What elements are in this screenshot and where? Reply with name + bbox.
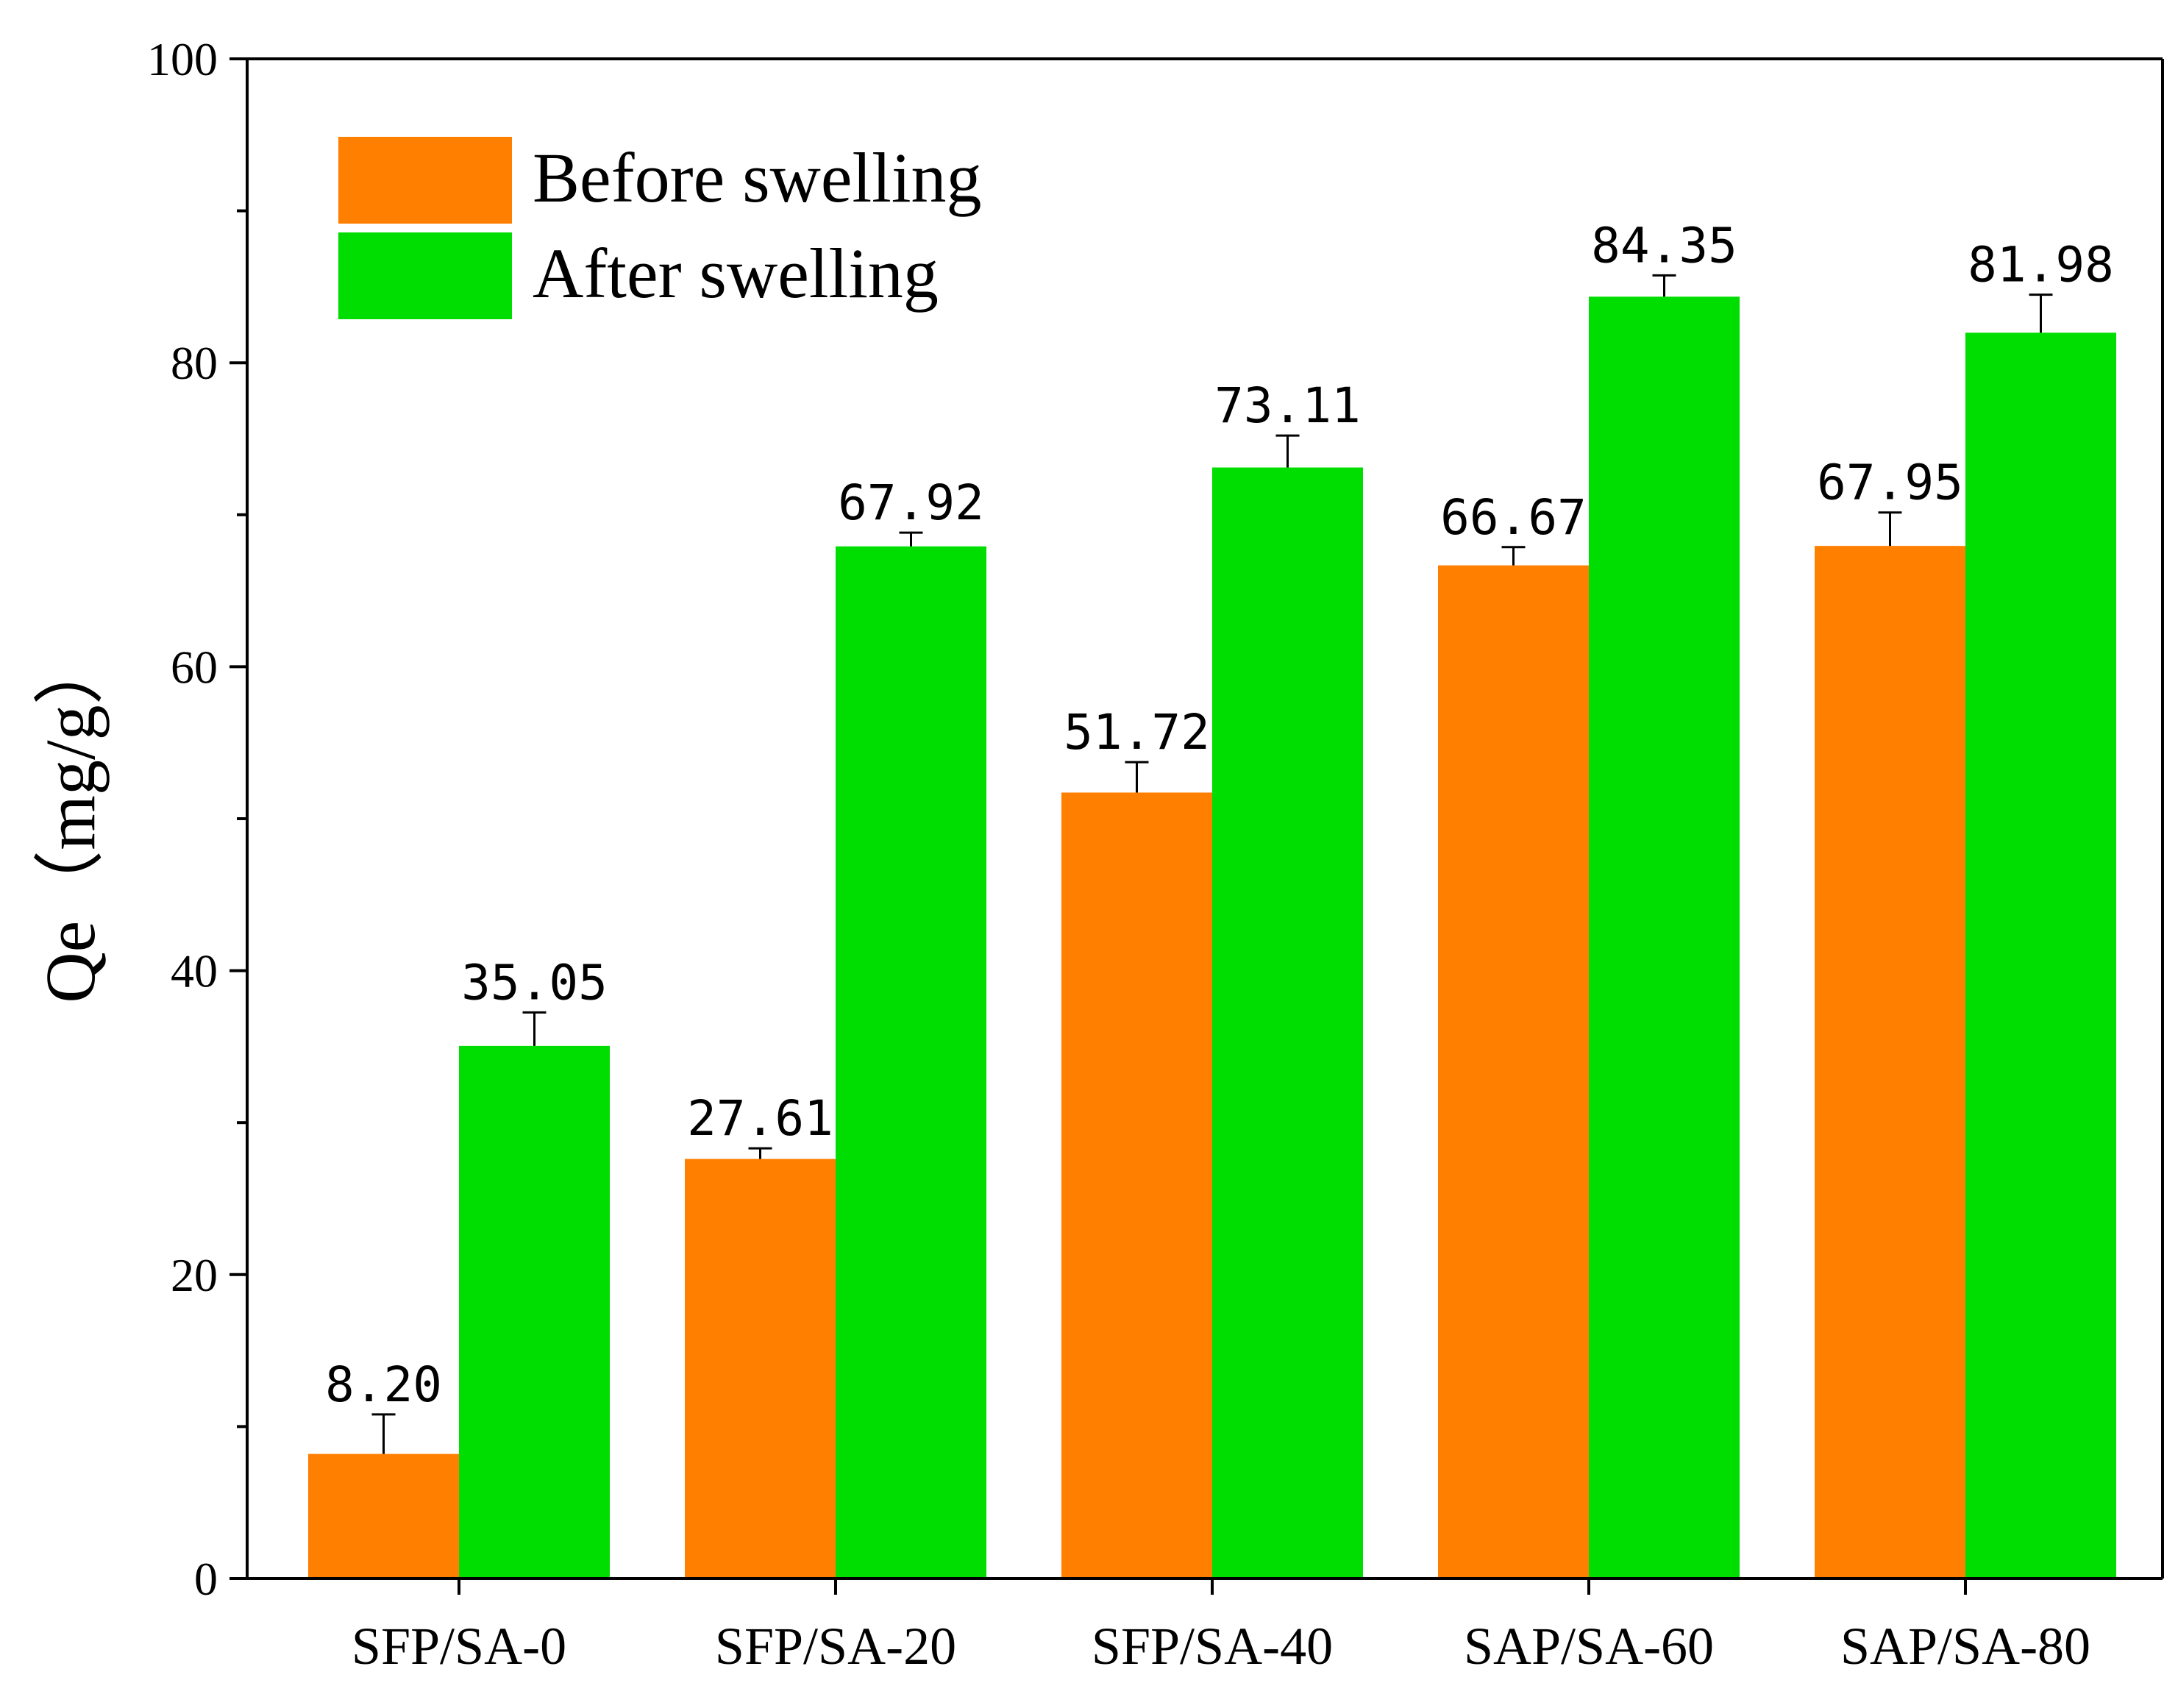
bar-before-2	[1061, 792, 1212, 1579]
x-tick-label-2: SFP/SA-40	[1092, 1617, 1333, 1676]
legend-label-1: After swelling	[533, 234, 939, 313]
y-tick-label-3: 60	[171, 641, 218, 693]
bar-before-1	[685, 1159, 836, 1579]
y-tick-label-5: 100	[147, 33, 218, 85]
plot-area: 8.20 35.05 SFP/SA-0 27.61 67.92 SFP/SA-20 51.7…	[31, 33, 2164, 1676]
data-label-1-1: 67.92	[838, 474, 984, 531]
bar-after-0	[459, 1045, 610, 1579]
y-tick-label-2: 40	[171, 945, 218, 997]
bar-before-3	[1438, 565, 1589, 1579]
data-label-0-3: 66.67	[1440, 489, 1587, 546]
x-tick-label-0: SFP/SA-0	[352, 1617, 566, 1676]
data-label-1-0: 35.05	[461, 954, 608, 1011]
data-label-0-4: 67.95	[1817, 455, 1963, 511]
bar-after-2	[1212, 467, 1363, 1579]
bar-after-3	[1589, 296, 1740, 1579]
x-tick-label-1: SFP/SA-20	[715, 1617, 956, 1676]
y-tick-label-0: 0	[194, 1553, 218, 1605]
bar-before-0	[308, 1453, 459, 1579]
bar-after-4	[1965, 332, 2116, 1579]
legend-label-0: Before swelling	[533, 138, 982, 217]
bar-before-4	[1815, 546, 1965, 1579]
data-label-0-0: 8.20	[325, 1356, 442, 1413]
y-axis-title: Qe（mg/g）	[31, 634, 110, 1003]
data-label-0-1: 27.61	[687, 1090, 833, 1147]
data-label-1-3: 84.35	[1591, 217, 1737, 274]
x-tick-label-4: SAP/SA-80	[1840, 1617, 2090, 1676]
legend-swatch-0	[338, 137, 512, 224]
x-tick-label-3: SAP/SA-60	[1464, 1617, 1714, 1676]
y-tick-label-4: 80	[171, 337, 218, 389]
data-label-1-2: 73.11	[1214, 377, 1361, 434]
y-tick-label-1: 20	[171, 1249, 218, 1301]
data-label-0-2: 51.72	[1064, 704, 1210, 761]
bar-after-1	[836, 546, 986, 1579]
legend-swatch-1	[338, 232, 512, 319]
data-label-1-4: 81.98	[1968, 237, 2114, 293]
